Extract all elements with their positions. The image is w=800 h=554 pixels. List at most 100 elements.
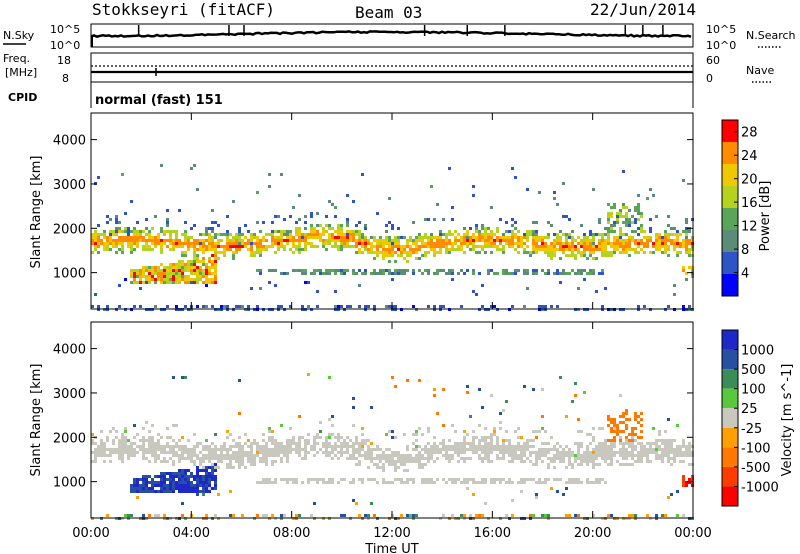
- scatter-cell: [652, 451, 655, 454]
- scatter-cell: [214, 487, 217, 490]
- scatter-cell: [223, 248, 226, 251]
- power-y-axis-label: Slant Range [km]: [29, 156, 44, 269]
- scatter-cell: [190, 245, 193, 248]
- scatter-cell: [403, 251, 406, 254]
- scatter-cell: [493, 272, 496, 275]
- scatter-cell: [256, 305, 259, 308]
- scatter-cell: [298, 451, 301, 454]
- scatter-cell: [352, 457, 355, 460]
- scatter-cell: [268, 185, 271, 188]
- scatter-cell: [220, 233, 223, 236]
- scatter-cell: [184, 221, 187, 224]
- scatter-cell: [295, 221, 298, 224]
- scatter-cell: [301, 448, 304, 451]
- scatter-cell: [130, 230, 133, 233]
- scatter-cell: [127, 227, 130, 230]
- scatter-cell: [199, 460, 202, 463]
- scatter-cell: [136, 451, 139, 454]
- scatter-cell: [202, 478, 205, 481]
- scatter-cell: [346, 436, 349, 439]
- scatter-cell: [514, 445, 517, 448]
- scatter-cell: [454, 242, 457, 245]
- scatter-cell: [346, 239, 349, 242]
- scatter-cell: [172, 463, 175, 466]
- scatter-cell: [340, 451, 343, 454]
- scatter-cell: [670, 442, 673, 445]
- scatter-cell: [604, 239, 607, 242]
- scatter-cell: [316, 224, 319, 227]
- scatter-cell: [268, 436, 271, 439]
- scatter-cell: [487, 236, 490, 239]
- scatter-cell: [448, 460, 451, 463]
- scatter-cell: [346, 224, 349, 227]
- scatter-cell: [490, 439, 493, 442]
- scatter-cell: [316, 481, 319, 484]
- scatter-cell: [424, 451, 427, 454]
- scatter-cell: [121, 454, 124, 457]
- scatter-cell: [532, 269, 535, 272]
- scatter-cell: [118, 305, 121, 308]
- scatter-cell: [127, 445, 130, 448]
- scatter-cell: [457, 442, 460, 445]
- scatter-cell: [232, 451, 235, 454]
- scatter-cell: [292, 478, 295, 481]
- scatter-cell: [337, 224, 340, 227]
- scatter-cell: [535, 230, 538, 233]
- scatter-cell: [514, 221, 517, 224]
- scatter-cell: [472, 451, 475, 454]
- scatter-cell: [583, 269, 586, 272]
- scatter-cell: [679, 448, 682, 451]
- scatter-cell: [232, 251, 235, 254]
- scatter-cell: [223, 454, 226, 457]
- scatter-cell: [181, 266, 184, 269]
- scatter-cell: [631, 514, 634, 517]
- scatter-cell: [196, 239, 199, 242]
- scatter-cell: [208, 239, 211, 242]
- scatter-cell: [577, 248, 580, 251]
- scatter-cell: [247, 439, 250, 442]
- scatter-cell: [205, 481, 208, 484]
- scatter-cell: [202, 454, 205, 457]
- scatter-cell: [469, 457, 472, 460]
- scatter-cell: [286, 445, 289, 448]
- scatter-cell: [472, 248, 475, 251]
- scatter-cell: [658, 233, 661, 236]
- scatter-cell: [262, 221, 265, 224]
- scatter-cell: [625, 233, 628, 236]
- scatter-cell: [658, 439, 661, 442]
- scatter-cell: [424, 254, 427, 257]
- scatter-cell: [628, 239, 631, 242]
- scatter-cell: [196, 266, 199, 269]
- scatter-cell: [202, 260, 205, 263]
- scatter-cell: [442, 454, 445, 457]
- scatter-cell: [298, 436, 301, 439]
- scatter-cell: [517, 245, 520, 248]
- scatter-cell: [196, 445, 199, 448]
- scatter-cell: [133, 424, 136, 427]
- scatter-cell: [286, 230, 289, 233]
- scatter-cell: [343, 239, 346, 242]
- scatter-cell: [124, 278, 127, 281]
- scatter-cell: [310, 224, 313, 227]
- scatter-cell: [601, 272, 604, 275]
- scatter-cell: [181, 269, 184, 272]
- scatter-cell: [184, 487, 187, 490]
- scatter-cell: [523, 445, 526, 448]
- scatter-cell: [451, 248, 454, 251]
- scatter-cell: [211, 263, 214, 266]
- scatter-cell: [394, 245, 397, 248]
- scatter-cell: [265, 454, 268, 457]
- scatter-cell: [466, 487, 469, 490]
- scatter-cell: [250, 451, 253, 454]
- scatter-cell: [421, 478, 424, 481]
- scatter-cell: [130, 454, 133, 457]
- scatter-cell: [430, 236, 433, 239]
- scatter-cell: [460, 236, 463, 239]
- scatter-cell: [169, 263, 172, 266]
- scatter-cell: [520, 454, 523, 457]
- scatter-cell: [358, 442, 361, 445]
- scatter-cell: [229, 233, 232, 236]
- scatter-cell: [256, 269, 259, 272]
- scatter-cell: [433, 245, 436, 248]
- scatter-cell: [271, 269, 274, 272]
